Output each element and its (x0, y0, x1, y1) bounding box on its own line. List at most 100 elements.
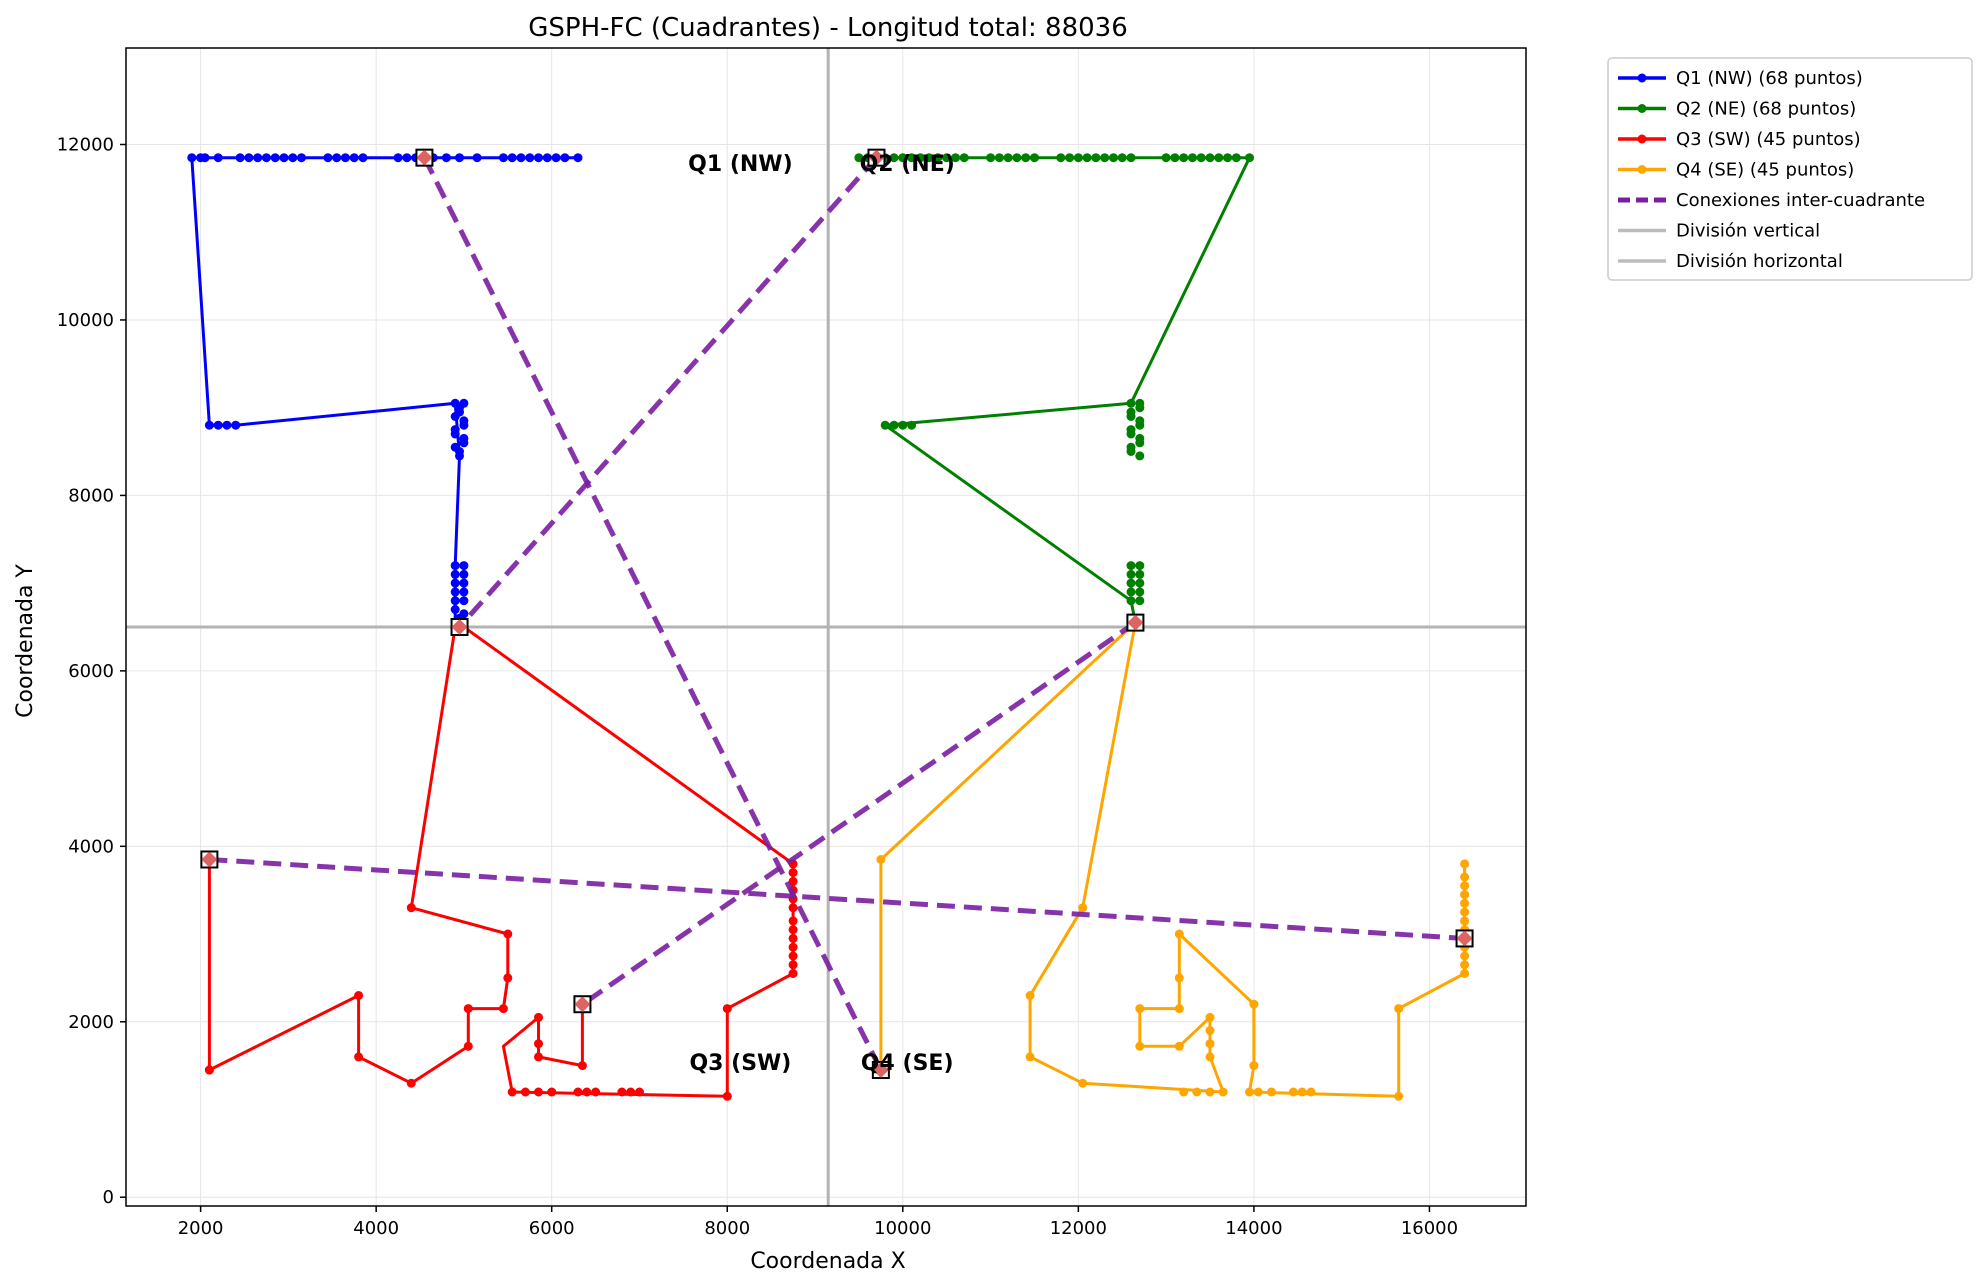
series-point (1460, 916, 1470, 926)
series-point (1025, 991, 1035, 1000)
series-point (231, 420, 241, 430)
marker-diamond (1456, 930, 1473, 947)
marker-diamond (201, 851, 218, 868)
markers-layer (200, 148, 1474, 1080)
series-point (788, 960, 798, 970)
series-point (1288, 1087, 1298, 1097)
series-point (959, 153, 969, 163)
legend-label: Q2 (NE) (68 puntos) (1676, 99, 1856, 120)
series-point (450, 587, 460, 597)
series-point (880, 420, 890, 430)
marker-diamond (416, 149, 433, 166)
legend-item: Q1 (NW) (68 puntos) (1618, 68, 1863, 89)
series-point (551, 153, 561, 163)
series-point (1460, 898, 1470, 908)
series-point (788, 925, 798, 935)
legend-box (1607, 57, 1973, 281)
series-point (1192, 1087, 1202, 1097)
plot-frame (125, 47, 1527, 1207)
quadrant-label: Q4 (SE) (861, 1051, 954, 1076)
series-point (450, 596, 460, 606)
series-point (441, 153, 451, 163)
series-point (1205, 1087, 1215, 1097)
series-point (1297, 1087, 1307, 1097)
series-point (1078, 1078, 1088, 1088)
series-point (617, 1087, 627, 1097)
series-point (1394, 1091, 1404, 1101)
series-point (459, 420, 469, 430)
legend-label: Q3 (SW) (45 puntos) (1676, 129, 1861, 150)
series-point (498, 1004, 508, 1014)
series-point (1460, 890, 1470, 900)
x-tick-label: 6000 (529, 1218, 575, 1239)
series-point (573, 1087, 583, 1097)
series-point (933, 153, 943, 163)
series-point (1003, 153, 1013, 163)
series-point (534, 1012, 543, 1022)
series-point (1135, 578, 1145, 588)
series-point (1012, 153, 1022, 163)
series-point (1218, 1087, 1228, 1097)
series-point (1205, 1052, 1215, 1062)
series-point (626, 1087, 636, 1097)
series-point (520, 1087, 530, 1097)
legend-swatch-marker (1637, 165, 1647, 174)
series-point (788, 868, 798, 878)
series-point (889, 420, 899, 430)
series-point (994, 153, 1004, 163)
series-point (635, 1087, 644, 1097)
series-point (1460, 907, 1470, 917)
series-point (788, 951, 798, 961)
series-point (1078, 903, 1088, 913)
connection-marker (415, 148, 434, 167)
series-point (1135, 587, 1145, 597)
inter-connections-layer (209, 155, 1465, 1072)
series-point (196, 153, 206, 163)
series-point (534, 1087, 543, 1097)
series-point (898, 420, 908, 430)
x-tick-label: 16000 (1401, 1218, 1458, 1239)
series-point (1091, 153, 1101, 163)
series-point (459, 438, 469, 448)
series-point (204, 1065, 214, 1075)
legend-item: Q2 (NE) (68 puntos) (1618, 99, 1856, 120)
connection-marker (450, 618, 469, 636)
series-point (591, 1087, 601, 1097)
marker-diamond (574, 996, 591, 1013)
x-tick-label: 8000 (704, 1218, 750, 1239)
series-point (450, 561, 460, 571)
series-point (204, 420, 214, 430)
series-point (402, 153, 412, 163)
series-point (788, 916, 798, 926)
series-point (1161, 153, 1171, 163)
series-point (889, 153, 899, 163)
legend-item: División vertical (1618, 221, 1820, 242)
series-point (722, 1091, 732, 1101)
series-point (1214, 153, 1224, 163)
connection-marker (871, 1061, 890, 1080)
series-point (788, 933, 798, 943)
series-point (1196, 153, 1206, 163)
series-point (1205, 153, 1215, 163)
series-point (1135, 1041, 1145, 1051)
legend-item: Q4 (SE) (45 puntos) (1618, 160, 1854, 181)
series-point (1174, 973, 1184, 983)
series-point (222, 420, 232, 430)
series-point (1249, 999, 1259, 1009)
series-point (854, 153, 864, 163)
series-point (1245, 1087, 1254, 1097)
series-point (1460, 859, 1470, 869)
series-point (507, 1087, 517, 1097)
series-point (722, 1004, 732, 1014)
series-point (1109, 153, 1118, 163)
series-point (349, 153, 359, 163)
series-point (1073, 153, 1083, 163)
series-point (1460, 969, 1470, 978)
series-point (459, 578, 469, 588)
series-point (393, 153, 403, 163)
series-point (942, 153, 952, 163)
series-point (406, 903, 416, 913)
series-point (1135, 451, 1145, 461)
series-point (455, 403, 464, 413)
